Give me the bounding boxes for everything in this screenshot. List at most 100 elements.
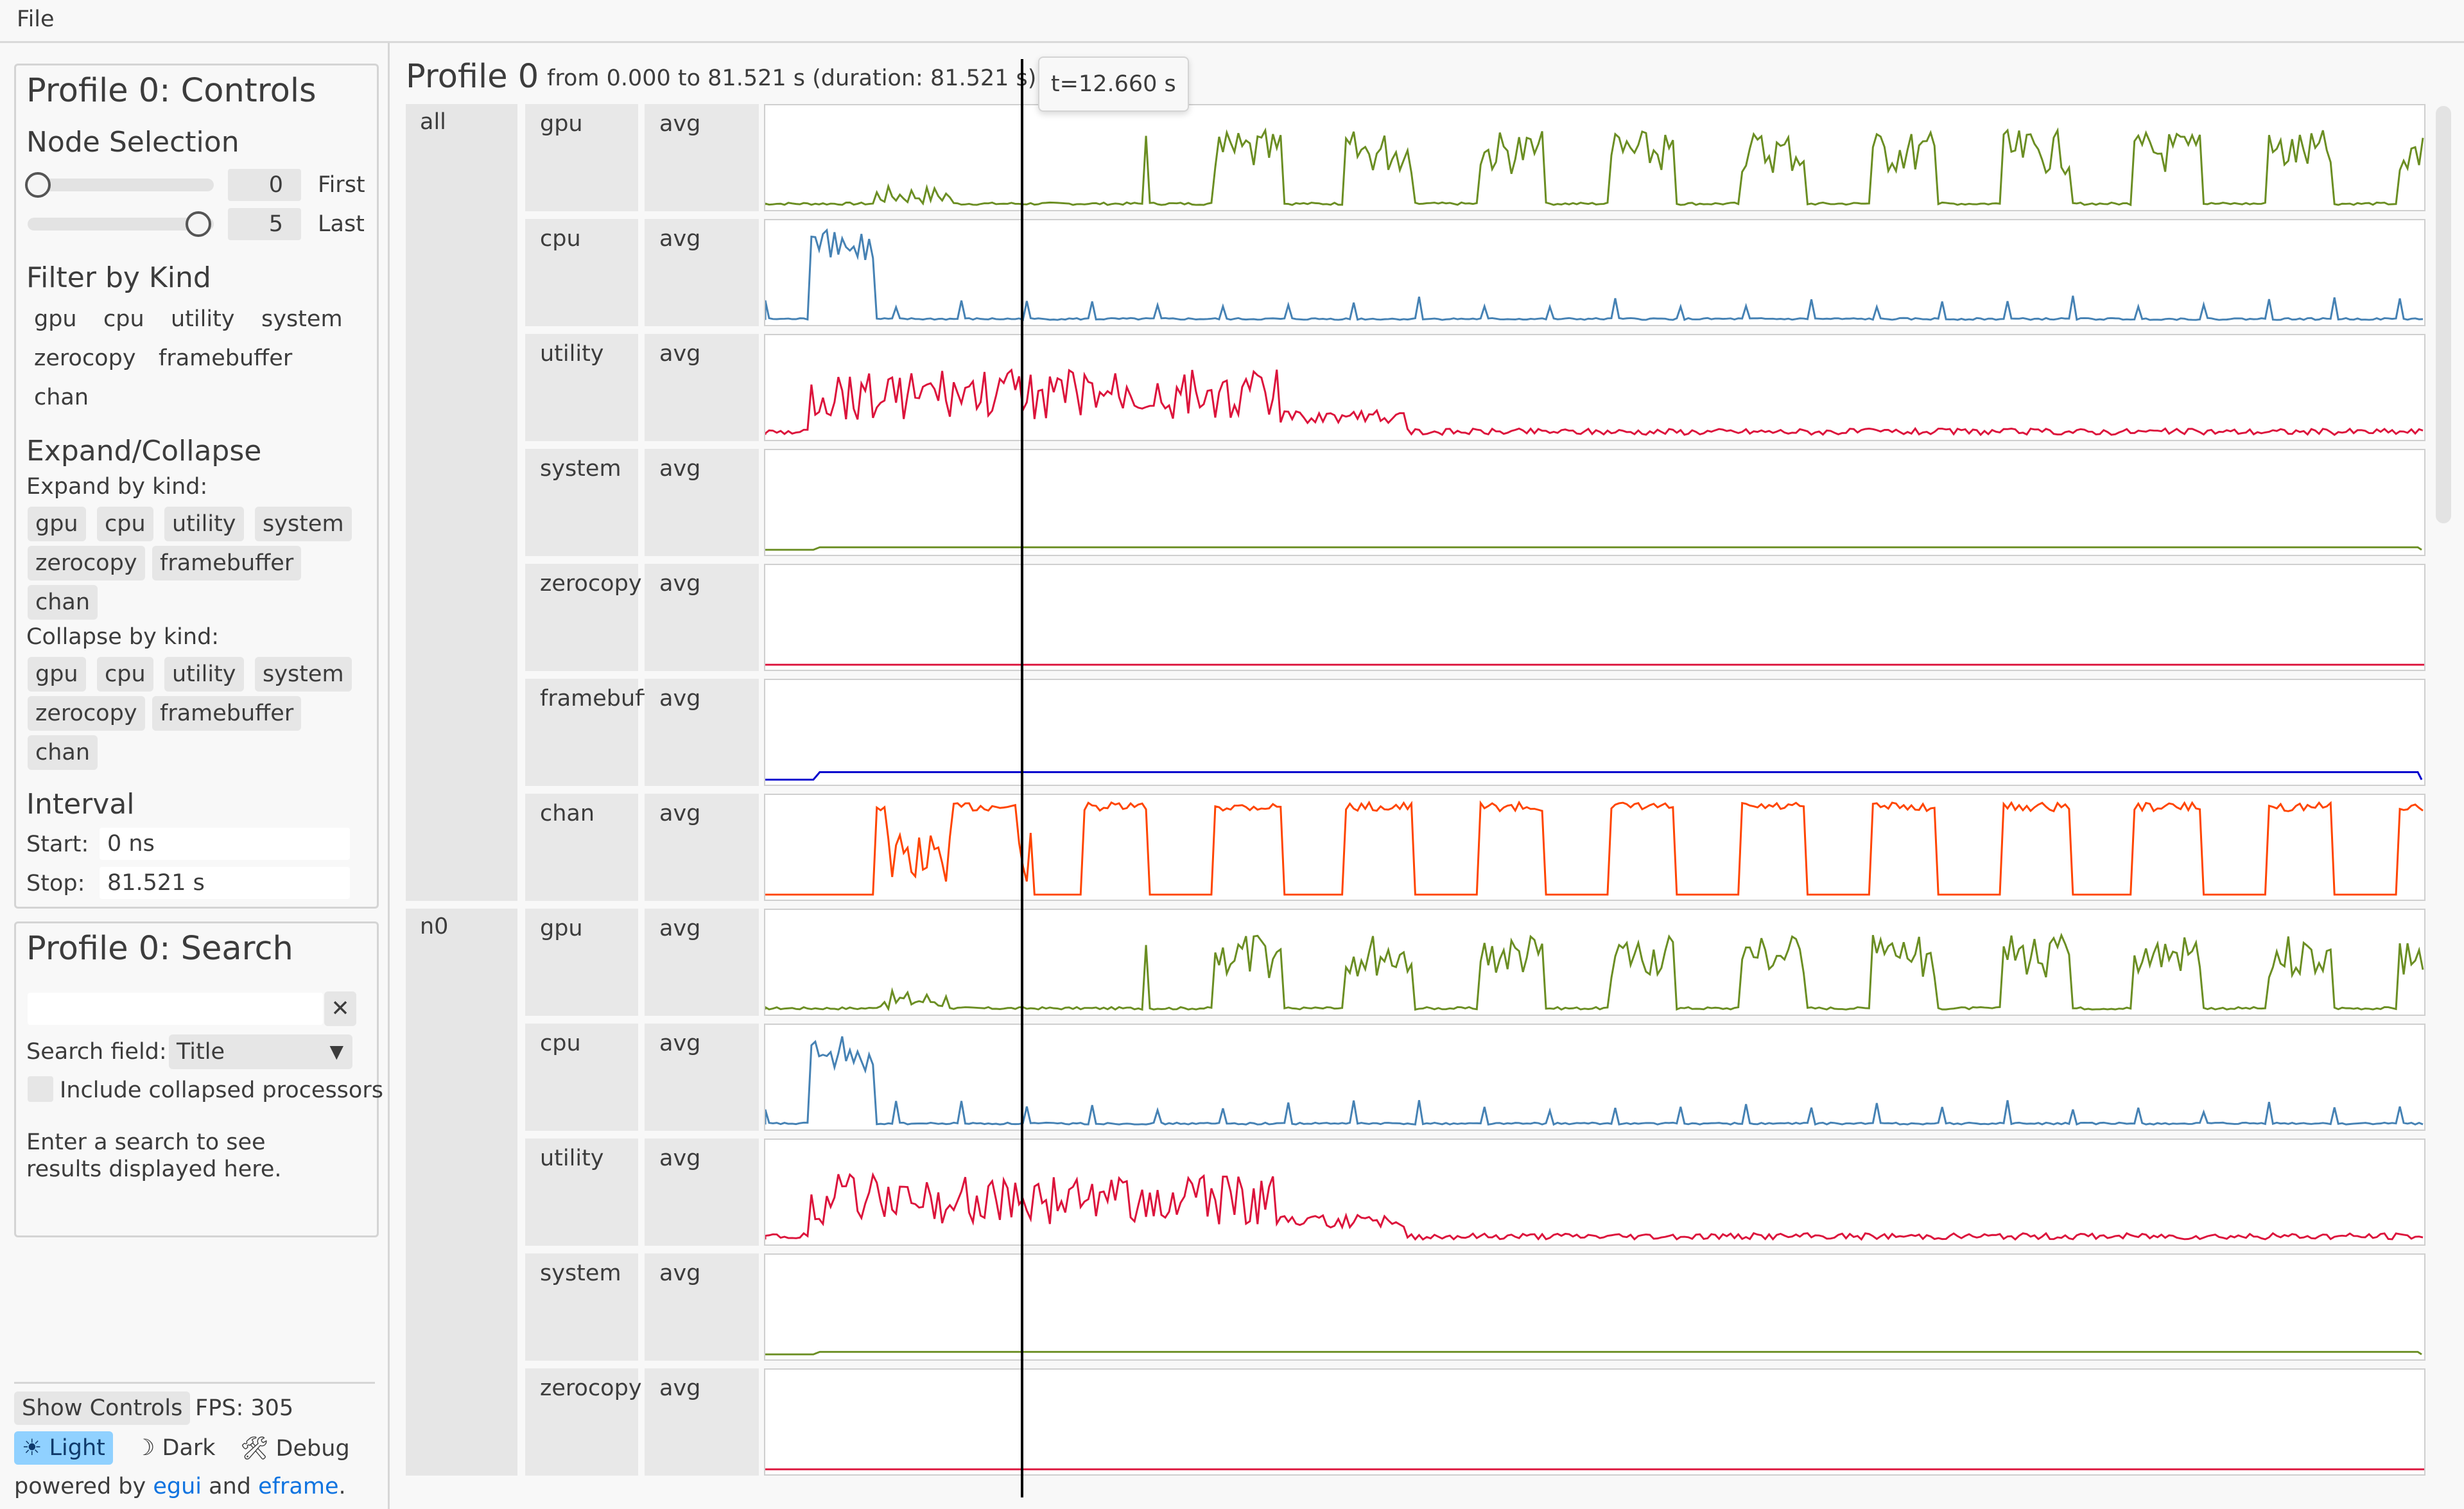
- utilization-line: [765, 1036, 2424, 1126]
- filter-kind-chan[interactable]: chan: [34, 385, 89, 410]
- last-node-value[interactable]: 5: [228, 208, 301, 240]
- expand-system-button[interactable]: system: [255, 507, 352, 541]
- filter-kind-cpu[interactable]: cpu: [103, 306, 144, 332]
- stat-cell[interactable]: avg: [645, 219, 759, 326]
- utilization-plot-system[interactable]: [764, 1253, 2425, 1361]
- utilization-plot-framebuffer[interactable]: [764, 679, 2425, 786]
- utilization-plot-gpu[interactable]: [764, 909, 2425, 1016]
- expand-collapse-heading: Expand/Collapse: [26, 435, 262, 467]
- kind-label: system: [540, 1260, 621, 1286]
- time-cursor-line: [1020, 59, 1023, 1497]
- expand-gpu-button[interactable]: gpu: [28, 507, 86, 541]
- kind-cell-framebuffer[interactable]: framebuffer: [525, 679, 673, 786]
- stat-cell[interactable]: avg: [645, 679, 759, 786]
- filter-kind-system[interactable]: system: [261, 306, 343, 332]
- stat-cell[interactable]: avg: [645, 1024, 759, 1131]
- filter-kind-utility[interactable]: utility: [171, 306, 235, 332]
- menu-file[interactable]: File: [17, 6, 55, 32]
- kind-label: cpu: [540, 1031, 581, 1056]
- kind-label: gpu: [540, 111, 583, 137]
- kind-cell-gpu[interactable]: gpu: [525, 909, 638, 1016]
- stat-label: avg: [659, 916, 701, 941]
- dark-theme-button[interactable]: ☽ Dark: [135, 1435, 216, 1461]
- timeline-scrollbar[interactable]: [2436, 106, 2451, 523]
- node-n0[interactable]: n0: [406, 909, 517, 1476]
- expand-utility-button[interactable]: utility: [164, 507, 244, 541]
- utilization-line: [765, 127, 2424, 207]
- clear-search-icon[interactable]: ✕: [324, 991, 356, 1026]
- utilization-plot-cpu[interactable]: [764, 1024, 2425, 1131]
- collapse-chan-button[interactable]: chan: [28, 735, 98, 770]
- kind-cell-system[interactable]: system: [525, 1253, 638, 1361]
- debug-button[interactable]: 🛠 Debug: [240, 1436, 350, 1461]
- stat-label: avg: [659, 1260, 701, 1286]
- interval-stop-label: Stop:: [26, 871, 85, 896]
- node-all[interactable]: all: [406, 104, 517, 901]
- kind-cell-cpu[interactable]: cpu: [525, 1024, 638, 1131]
- filter-kind-gpu[interactable]: gpu: [34, 306, 77, 332]
- expand-zerocopy-button[interactable]: zerocopy: [28, 546, 145, 580]
- eframe-link[interactable]: eframe: [258, 1474, 339, 1499]
- utilization-line: [765, 368, 2424, 437]
- kind-label: gpu: [540, 916, 583, 941]
- first-node-slider-knob[interactable]: [25, 172, 51, 198]
- and-label: and: [209, 1474, 252, 1499]
- stat-cell[interactable]: avg: [645, 449, 759, 556]
- expand-chan-button[interactable]: chan: [28, 585, 98, 620]
- utilization-plot-system[interactable]: [764, 449, 2425, 556]
- first-node-value[interactable]: 0: [228, 169, 301, 201]
- kind-cell-utility[interactable]: utility: [525, 1138, 638, 1246]
- kind-label: utility: [540, 341, 604, 367]
- collapse-gpu-button[interactable]: gpu: [28, 657, 86, 692]
- interval-stop-field[interactable]: 81.521 s: [100, 867, 350, 899]
- filter-kind-framebuffer[interactable]: framebuffer: [159, 345, 293, 371]
- utilization-line: [765, 1172, 2424, 1241]
- utilization-plot-utility[interactable]: [764, 1138, 2425, 1246]
- first-node-slider[interactable]: [28, 179, 214, 191]
- collapse-framebuffer-button[interactable]: framebuffer: [152, 696, 302, 731]
- stat-cell[interactable]: avg: [645, 1368, 759, 1476]
- collapse-by-kind-label: Collapse by kind:: [26, 624, 220, 650]
- light-theme-button[interactable]: ☀ Light: [14, 1431, 113, 1465]
- kind-cell-gpu[interactable]: gpu: [525, 104, 638, 211]
- kind-cell-system[interactable]: system: [525, 449, 638, 556]
- kind-cell-zerocopy[interactable]: zerocopy: [525, 1368, 642, 1476]
- sidebar: Profile 0: Controls Node Selection 0 Fir…: [0, 43, 390, 1509]
- interval-start-field[interactable]: 0 ns: [100, 828, 350, 860]
- utilization-plot-cpu[interactable]: [764, 219, 2425, 326]
- stat-cell[interactable]: avg: [645, 564, 759, 671]
- expand-cpu-button[interactable]: cpu: [97, 507, 153, 541]
- last-node-slider-knob[interactable]: [186, 211, 211, 237]
- utilization-line: [765, 932, 2424, 1012]
- stat-label: avg: [659, 111, 701, 137]
- utilization-plot-utility[interactable]: [764, 334, 2425, 441]
- egui-link[interactable]: egui: [153, 1474, 202, 1499]
- kind-cell-utility[interactable]: utility: [525, 334, 638, 441]
- filter-kind-zerocopy[interactable]: zerocopy: [34, 345, 136, 371]
- include-collapsed-checkbox[interactable]: [28, 1076, 53, 1102]
- stat-cell[interactable]: avg: [645, 104, 759, 211]
- utilization-plot-zerocopy[interactable]: [764, 564, 2425, 671]
- kind-cell-cpu[interactable]: cpu: [525, 219, 638, 326]
- utilization-plot-zerocopy[interactable]: [764, 1368, 2425, 1476]
- stat-cell[interactable]: avg: [645, 334, 759, 441]
- search-field-select[interactable]: Title ▼: [169, 1034, 352, 1069]
- interval-start-label: Start:: [26, 832, 89, 857]
- kind-cell-zerocopy[interactable]: zerocopy: [525, 564, 642, 671]
- search-input[interactable]: [28, 993, 323, 1025]
- collapse-system-button[interactable]: system: [255, 657, 352, 692]
- stat-cell[interactable]: avg: [645, 794, 759, 901]
- expand-framebuffer-button[interactable]: framebuffer: [152, 546, 302, 580]
- stat-cell[interactable]: avg: [645, 909, 759, 1016]
- kind-cell-chan[interactable]: chan: [525, 794, 638, 901]
- show-controls-button[interactable]: Show Controls: [14, 1391, 191, 1425]
- stat-cell[interactable]: avg: [645, 1138, 759, 1246]
- last-node-slider[interactable]: [28, 218, 214, 231]
- stat-cell[interactable]: avg: [645, 1253, 759, 1361]
- collapse-utility-button[interactable]: utility: [164, 657, 244, 692]
- collapse-cpu-button[interactable]: cpu: [97, 657, 153, 692]
- utilization-plot-chan[interactable]: [764, 794, 2425, 901]
- collapse-zerocopy-button[interactable]: zerocopy: [28, 696, 145, 731]
- utilization-plot-gpu[interactable]: [764, 104, 2425, 211]
